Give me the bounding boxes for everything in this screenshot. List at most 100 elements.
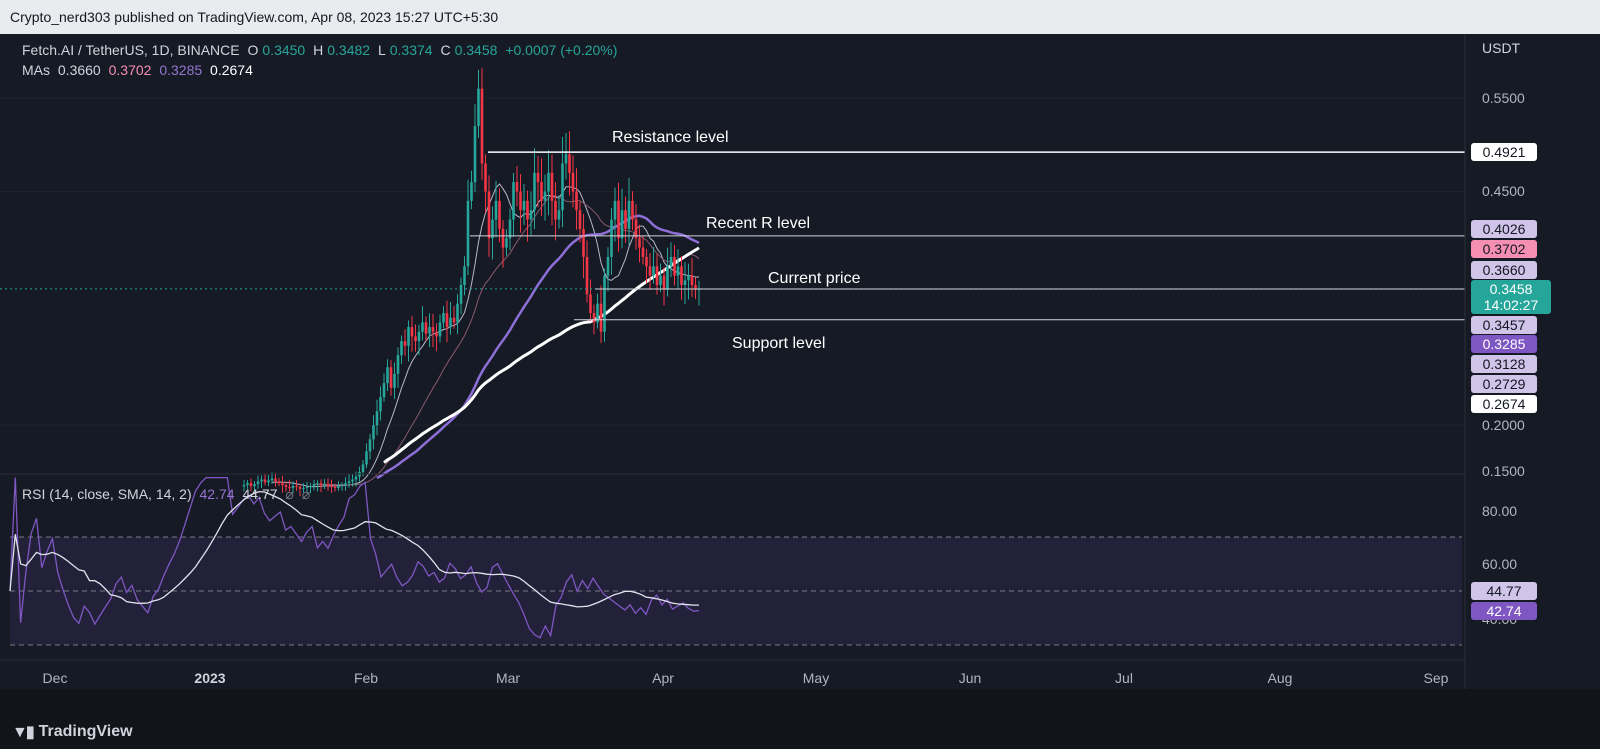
low-value: 0.3374 <box>389 42 433 58</box>
candle-body <box>249 483 253 487</box>
rsi-y-tick: 80.00 <box>1482 503 1518 519</box>
candle-body <box>554 200 557 220</box>
candle-body <box>533 172 536 211</box>
candle-body <box>512 182 515 220</box>
candle-body <box>536 172 540 183</box>
candle-body <box>417 331 421 342</box>
candle-body <box>260 479 263 482</box>
candle-body <box>620 210 624 239</box>
candle-body <box>396 355 400 374</box>
rsi-sma-legend-value: 44.77 <box>242 486 278 502</box>
candle-body <box>676 266 680 276</box>
visibility-icon[interactable]: ⌀ <box>301 486 311 502</box>
candle-body <box>452 317 456 323</box>
candle-body <box>337 486 340 488</box>
ma-legend[interactable]: MAs 0.3660 0.3702 0.3285 0.2674 <box>22 62 257 78</box>
candle-body <box>477 88 480 127</box>
recent-r-price-tag: 0.4026 <box>1471 220 1537 238</box>
x-tick: Dec <box>42 670 68 686</box>
candle-body <box>246 483 249 486</box>
candle-body <box>463 266 466 285</box>
candle-body <box>599 303 603 332</box>
current-price-value: 0.3458 <box>1489 281 1533 297</box>
candle-body <box>652 266 655 276</box>
ma3-value: 0.3285 <box>159 62 203 78</box>
x-tick: 2023 <box>194 670 226 686</box>
high-label: H <box>313 42 324 58</box>
candle-body <box>491 219 494 239</box>
candle-body <box>568 154 571 173</box>
candle-body <box>540 182 543 201</box>
candle-body <box>575 191 578 211</box>
candle-body <box>547 172 550 192</box>
candle-body <box>424 322 428 334</box>
candle-body <box>585 256 589 295</box>
high-value: 0.3482 <box>327 42 371 58</box>
candle-body <box>645 256 648 267</box>
close-value: 0.3458 <box>454 42 498 58</box>
candle-body <box>550 172 554 201</box>
tradingview-brand[interactable]: ▼▮ TradingView <box>12 722 133 742</box>
candle-body <box>263 479 267 483</box>
candle-body <box>365 451 368 465</box>
candle-body <box>400 341 403 356</box>
candle-body <box>543 191 547 201</box>
candle-body <box>389 367 393 388</box>
candle-body <box>312 484 316 487</box>
candle-body <box>522 200 526 211</box>
candle-body <box>582 228 585 257</box>
candle-body <box>326 484 330 487</box>
chart-frame[interactable] <box>0 34 1600 689</box>
candle-body <box>655 266 659 285</box>
candle-body <box>284 485 288 487</box>
candle-body <box>393 373 396 388</box>
candle-body <box>291 486 295 488</box>
tradingview-logo-icon: ▼▮ <box>12 724 35 741</box>
candle-body <box>333 486 337 488</box>
candle-body <box>529 210 533 220</box>
currency-label[interactable]: USDT <box>1482 40 1521 56</box>
candle-body <box>610 219 613 257</box>
candle-body <box>627 200 631 229</box>
ma4-price-tag: 0.2674 <box>1471 395 1537 413</box>
candle-body <box>379 397 382 412</box>
ma3-line <box>376 214 700 480</box>
candle-body <box>344 483 347 486</box>
candle-body <box>473 126 477 183</box>
ma2-value: 0.3702 <box>108 62 152 78</box>
rsi-value-tag: 42.74 <box>1471 602 1537 620</box>
candle-body <box>305 486 309 488</box>
rsi-legend[interactable]: RSI (14, close, SMA, 14, 2) 42.74 44.77 … <box>22 486 314 503</box>
x-tick: Sep <box>1423 670 1449 686</box>
candle-body <box>351 479 354 482</box>
candle-body <box>298 486 302 489</box>
candle-body <box>687 275 690 281</box>
candle-body <box>515 182 519 192</box>
candle-body <box>270 478 274 481</box>
candle-body <box>302 487 305 489</box>
candle-body <box>501 228 505 248</box>
extra-price-tag: 0.2729 <box>1471 375 1537 393</box>
candle-body <box>438 322 442 337</box>
recent-r-label: Recent R level <box>706 215 811 232</box>
ma-label: MAs <box>22 62 50 78</box>
symbol-legend[interactable]: Fetch.AI / TetherUS, 1D, BINANCE O 0.3450… <box>22 42 621 58</box>
candle-body <box>382 383 386 398</box>
candle-body <box>256 481 260 485</box>
candle-body <box>466 200 470 267</box>
candle-body <box>361 464 365 472</box>
candle-body <box>319 483 323 486</box>
candle-body <box>375 411 379 426</box>
current-price-tag: 0.3458 14:02:27 <box>1471 280 1551 314</box>
visibility-icon[interactable]: ⌀ <box>285 486 294 502</box>
candle-body <box>281 483 284 486</box>
ma2-price-tag: 0.3702 <box>1471 240 1537 258</box>
publisher-banner: Crypto_nerd303 published on TradingView.… <box>0 0 1600 34</box>
resistance-price-tag: 0.4921 <box>1471 143 1537 161</box>
candle-body <box>410 327 414 337</box>
candle-body <box>592 313 596 323</box>
candle-body <box>680 266 683 285</box>
rsi-label: RSI (14, close, SMA, 14, 2) <box>22 486 192 502</box>
candle-body <box>253 484 256 487</box>
